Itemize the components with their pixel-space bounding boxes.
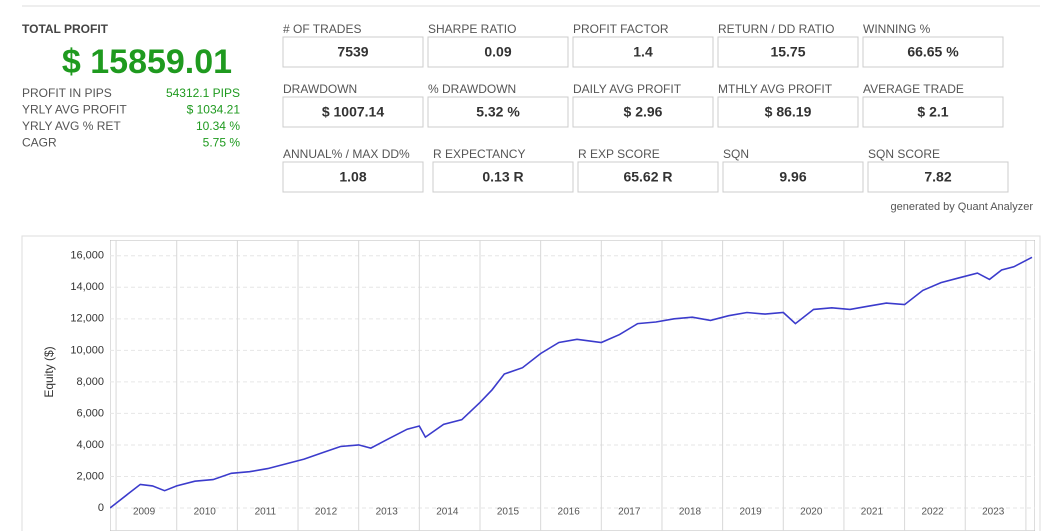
stat-label: R EXPECTANCY (433, 147, 525, 161)
stat-label: WINNING % (863, 22, 931, 36)
stat-box (862, 96, 1004, 128)
stat-value: 1.4 (633, 44, 653, 60)
x-tick-label: 2022 (921, 507, 944, 518)
y-axis-label: Equity ($) (42, 346, 56, 397)
x-tick-label: 2013 (376, 507, 399, 518)
stat-box (432, 161, 574, 193)
stat-value: 7.82 (924, 169, 951, 185)
stat-label: PROFIT FACTOR (573, 22, 669, 36)
summary-label: PROFIT IN PIPS (22, 86, 112, 100)
y-tick-label: 0 (98, 502, 104, 514)
stat-value: $ 2.96 (624, 104, 663, 120)
stat-value: $ 2.1 (917, 104, 948, 120)
stat-value: 65.62 R (623, 169, 672, 185)
y-tick-label: 14,000 (70, 281, 104, 293)
stat-label: R EXP SCORE (578, 147, 660, 161)
x-tick-label: 2015 (497, 507, 520, 518)
stat-label: # OF TRADES (283, 22, 361, 36)
stat-box (282, 161, 424, 193)
total-profit: $ 15859.01 (62, 43, 232, 81)
stat-value: 66.65 % (907, 44, 959, 60)
summary-label: YRLY AVG PROFIT (22, 103, 127, 117)
x-tick-label: 2021 (861, 507, 884, 518)
stat-value: 0.09 (484, 44, 511, 60)
y-tick-label: 8,000 (76, 376, 104, 388)
stat-value: 0.13 R (482, 169, 523, 185)
stat-label: SHARPE RATIO (428, 22, 516, 36)
stat-label: ANNUAL% / MAX DD% (283, 147, 410, 161)
equity-line (110, 256, 1033, 509)
y-tick-label: 10,000 (70, 344, 104, 356)
stat-value: 1.08 (339, 169, 366, 185)
stat-box (427, 36, 569, 68)
stat-label: AVERAGE TRADE (863, 82, 964, 96)
stat-box (867, 161, 1009, 193)
x-tick-label: 2009 (133, 507, 156, 518)
x-tick-label: 2014 (436, 507, 459, 518)
stat-box (722, 161, 864, 193)
stat-value: 9.96 (779, 169, 806, 185)
plot-area (110, 240, 1035, 531)
stat-label: RETURN / DD RATIO (718, 22, 834, 36)
summary-label: CAGR (22, 136, 57, 150)
x-tick-label: 2020 (800, 507, 823, 518)
y-tick-label: 16,000 (70, 250, 104, 262)
stat-value: $ 86.19 (765, 104, 812, 120)
plot: 0820092010201120122013201420152016201720… (110, 240, 1050, 531)
footer: generated by Quant Analyzer (891, 201, 1034, 213)
x-tick-label: 2017 (618, 507, 641, 518)
stat-label: SQN (723, 147, 749, 161)
total-title: TOTAL PROFIT (22, 22, 109, 36)
stat-box (862, 36, 1004, 68)
stat-label: DRAWDOWN (283, 82, 357, 96)
stat-label: % DRAWDOWN (428, 82, 516, 96)
stat-box (717, 96, 859, 128)
stat-label: MTHLY AVG PROFIT (718, 82, 833, 96)
summary-value: 5.75 % (203, 136, 241, 150)
x-tick-label: 2023 (982, 507, 1005, 518)
x-tick-label: 2011 (255, 507, 277, 518)
x-tick-label: 2018 (679, 507, 702, 518)
stat-box (572, 36, 714, 68)
stat-value: 5.32 % (476, 104, 520, 120)
stat-value: 7539 (337, 44, 368, 60)
y-tick-label: 2,000 (76, 470, 104, 482)
summary-value: $ 1034.21 (187, 103, 241, 117)
stat-box (577, 161, 719, 193)
stat-box (572, 96, 714, 128)
y-tick-label: 4,000 (76, 439, 104, 451)
stat-value: $ 1007.14 (322, 104, 384, 120)
x-tick-label: 2019 (739, 507, 762, 518)
x-tick-label: 2016 (558, 507, 581, 518)
summary-value: 10.34 % (196, 119, 240, 133)
stat-label: SQN SCORE (868, 147, 940, 161)
stat-value: 15.75 (770, 44, 805, 60)
stat-box (282, 36, 424, 68)
summary-label: YRLY AVG % RET (22, 119, 121, 133)
y-tick-label: 6,000 (76, 407, 104, 419)
summary-value: 54312.1 PIPS (166, 86, 240, 100)
stat-box (717, 36, 859, 68)
stat-box (282, 96, 424, 128)
x-tick-label: 2010 (194, 507, 217, 518)
x-tick-label: 202 (1046, 507, 1050, 518)
x-tick-label: 2012 (315, 507, 338, 518)
y-tick-label: 12,000 (70, 313, 104, 325)
stat-box (427, 96, 569, 128)
stat-label: DAILY AVG PROFIT (573, 82, 682, 96)
